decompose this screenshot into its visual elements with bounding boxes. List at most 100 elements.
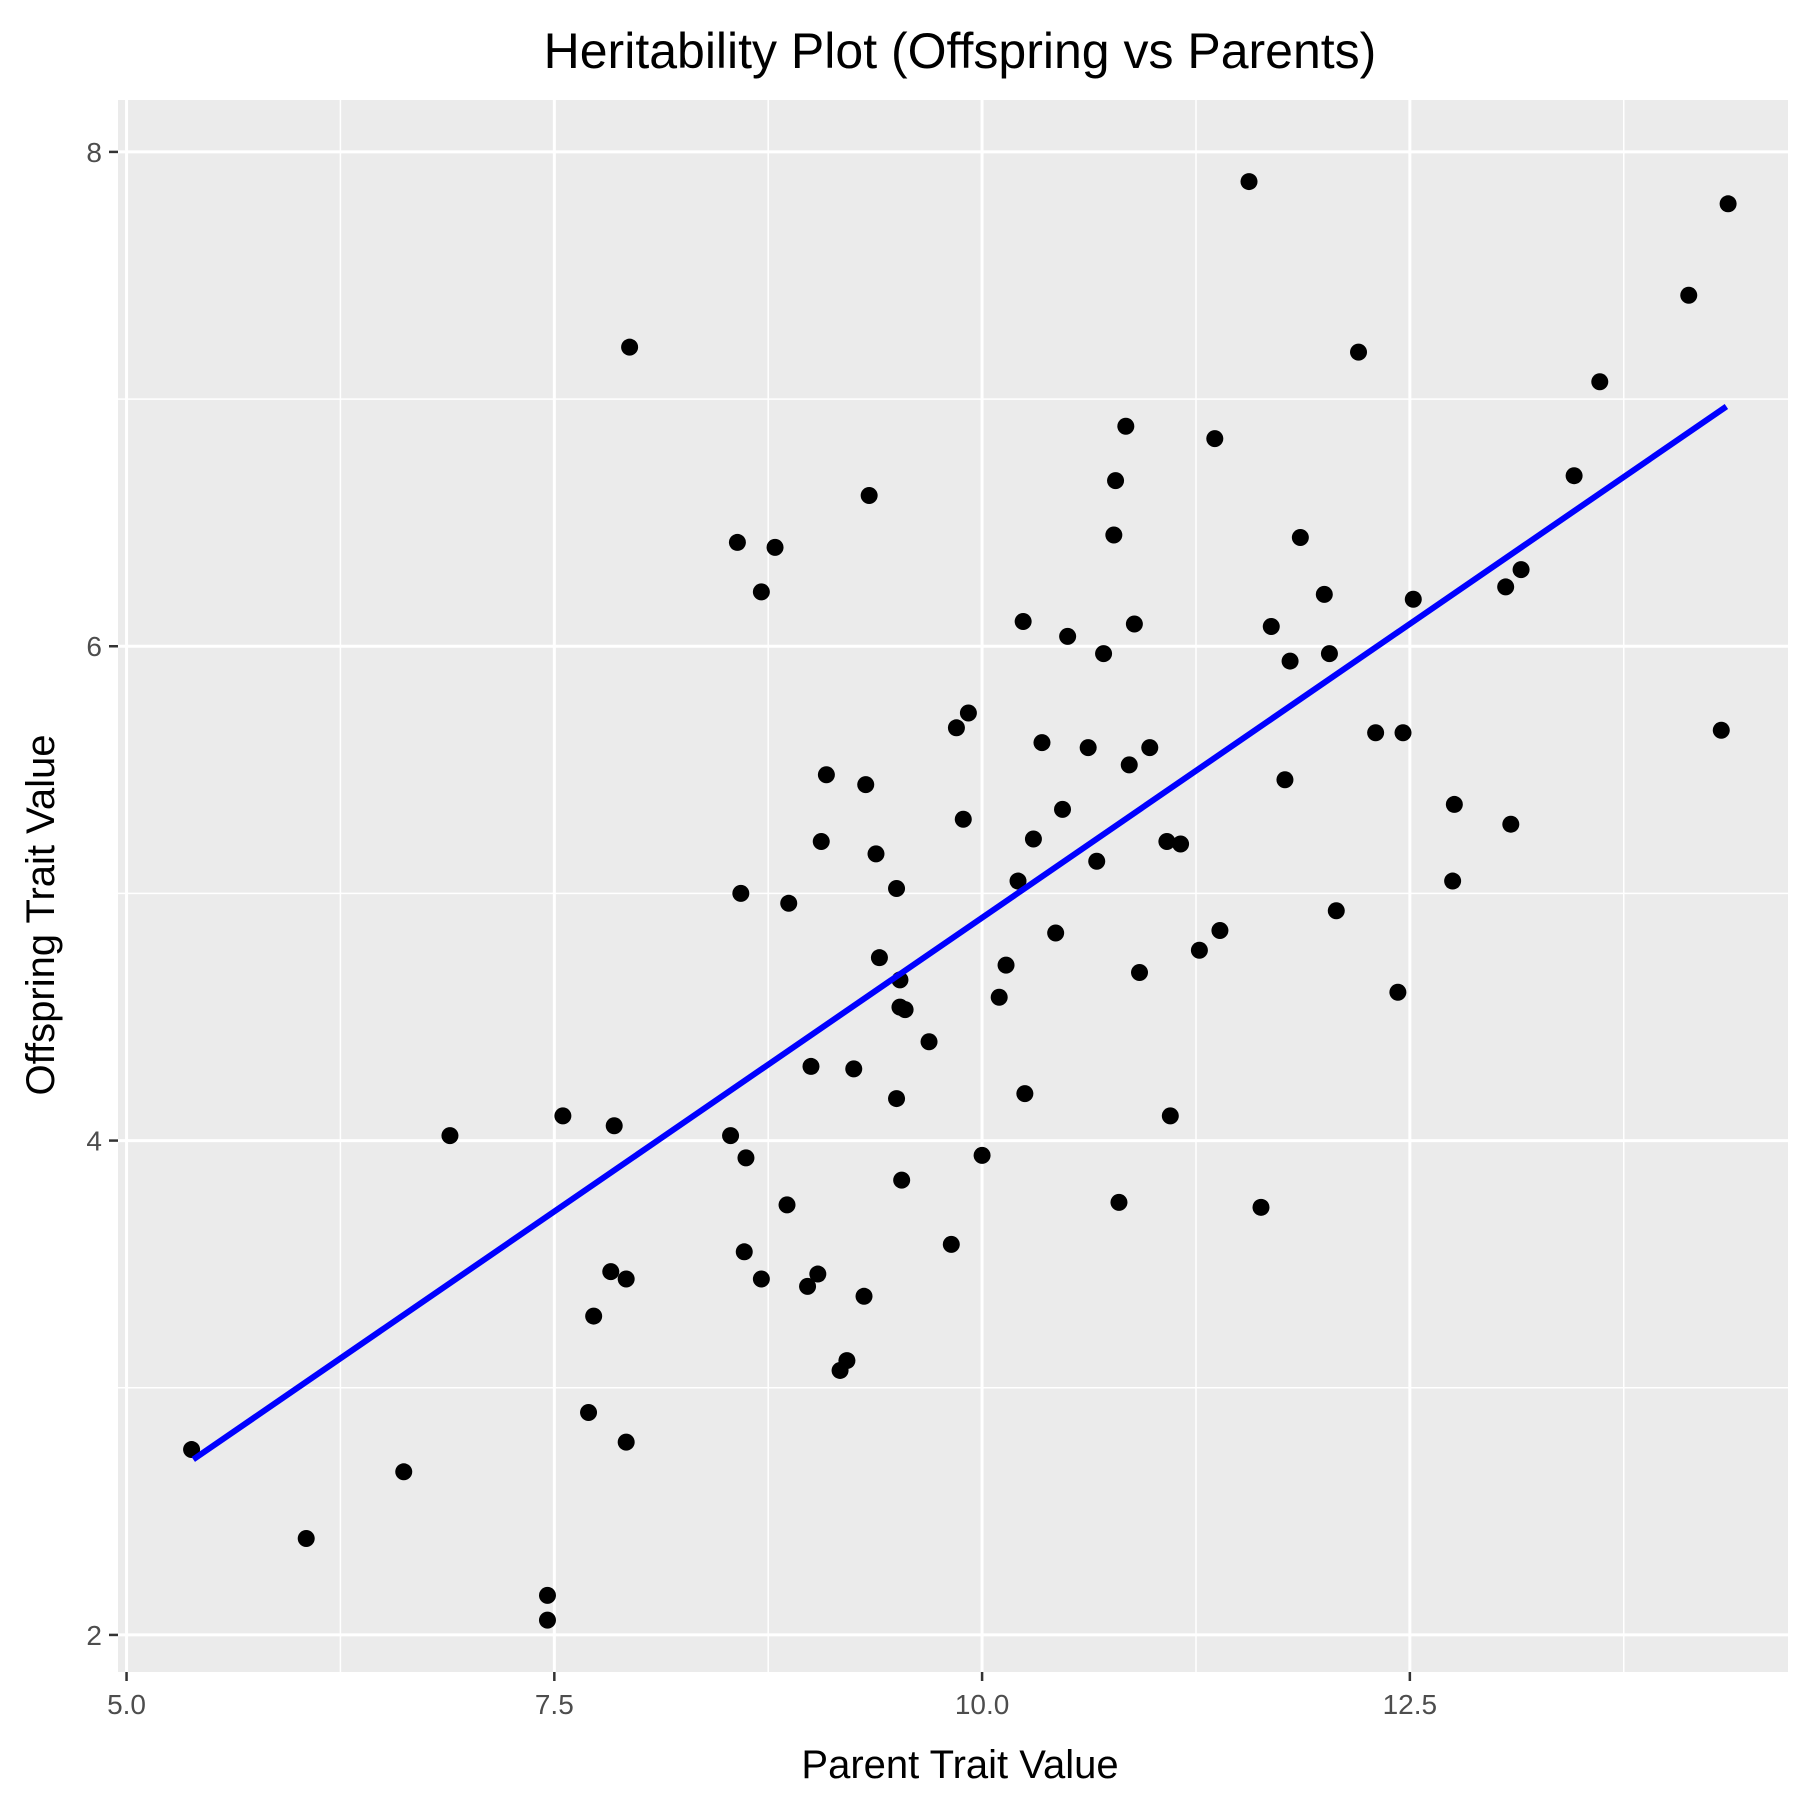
data-point <box>1262 617 1280 635</box>
data-point <box>1327 902 1345 920</box>
data-point <box>778 1196 796 1214</box>
data-point <box>1252 1198 1270 1216</box>
data-point <box>857 776 875 794</box>
data-point <box>1033 734 1051 752</box>
data-point <box>1350 343 1368 361</box>
data-point <box>845 1060 863 1078</box>
data-point <box>1054 800 1072 818</box>
data-point <box>959 704 977 722</box>
data-point <box>617 1270 635 1288</box>
data-point <box>799 1277 817 1295</box>
data-point <box>1719 195 1737 213</box>
x-tick-label: 10.0 <box>955 1689 1010 1720</box>
data-point <box>1291 528 1309 546</box>
data-point <box>1680 286 1698 304</box>
data-point <box>580 1403 598 1421</box>
data-point <box>1367 724 1385 742</box>
data-point <box>554 1107 572 1125</box>
data-point <box>1120 756 1138 774</box>
x-axis: 5.0 7.5 10.0 12.5 <box>107 1672 1437 1720</box>
data-point <box>605 1117 623 1135</box>
data-point <box>802 1057 820 1075</box>
data-point <box>602 1263 620 1281</box>
x-tick-label: 5.0 <box>107 1689 146 1720</box>
data-point <box>1206 430 1224 448</box>
data-point <box>780 894 798 912</box>
data-point <box>1190 941 1208 959</box>
data-point <box>1315 585 1333 603</box>
grid-minor <box>118 100 1788 1672</box>
data-point <box>395 1463 413 1481</box>
data-point <box>893 1171 911 1189</box>
data-point <box>1047 924 1065 942</box>
data-point <box>867 845 885 863</box>
data-point <box>1591 373 1609 391</box>
y-axis-label: Offspring Trait Value <box>19 735 63 1096</box>
data-point <box>1110 1193 1128 1211</box>
data-point <box>896 1001 914 1019</box>
data-point <box>838 1352 856 1370</box>
data-point <box>538 1611 556 1629</box>
data-point <box>1117 417 1135 435</box>
data-point <box>1014 613 1032 631</box>
data-point <box>920 1033 938 1051</box>
data-point <box>1565 467 1583 485</box>
data-point <box>973 1146 991 1164</box>
data-point <box>752 583 770 601</box>
data-point <box>737 1149 755 1167</box>
grid-major <box>118 100 1788 1672</box>
fit-line-group <box>191 404 1729 1462</box>
data-point <box>1024 830 1042 848</box>
data-point <box>538 1586 556 1604</box>
data-point <box>183 1441 201 1459</box>
data-point <box>855 1287 873 1305</box>
data-points <box>183 173 1737 1629</box>
data-point <box>1095 645 1113 663</box>
data-point <box>1088 852 1106 870</box>
y-tick-label: 4 <box>86 1126 102 1157</box>
chart-title: Heritability Plot (Offspring vs Parents) <box>544 23 1377 79</box>
data-point <box>1141 739 1159 757</box>
data-point <box>1389 983 1407 1001</box>
data-point <box>870 949 888 967</box>
data-point <box>732 884 750 902</box>
data-point <box>735 1243 753 1261</box>
data-point <box>997 956 1015 974</box>
data-point <box>812 833 830 851</box>
data-point <box>888 1090 906 1108</box>
data-point <box>617 1433 635 1451</box>
data-point <box>942 1235 960 1253</box>
y-tick-label: 8 <box>86 137 102 168</box>
data-point <box>809 1265 827 1283</box>
data-point <box>1502 815 1520 833</box>
data-point <box>1131 964 1149 982</box>
data-point <box>1240 173 1258 191</box>
plot-panel <box>118 100 1788 1672</box>
data-point <box>1276 771 1294 789</box>
data-point <box>1281 652 1299 670</box>
data-point <box>1009 872 1027 890</box>
data-point <box>1059 627 1077 645</box>
data-point <box>1444 872 1462 890</box>
y-tick-label: 6 <box>86 631 102 662</box>
data-point <box>441 1127 459 1145</box>
data-point <box>766 538 784 556</box>
data-point <box>585 1307 603 1325</box>
data-point <box>888 879 906 897</box>
data-point <box>1394 724 1412 742</box>
data-point <box>621 338 639 356</box>
data-point <box>297 1530 315 1548</box>
y-axis: 2 4 6 8 <box>86 137 118 1651</box>
data-point <box>728 533 746 551</box>
data-point <box>1079 739 1097 757</box>
x-tick-label: 7.5 <box>535 1689 574 1720</box>
data-point <box>1107 472 1125 490</box>
data-point <box>1320 645 1338 663</box>
y-tick-label: 2 <box>86 1620 102 1651</box>
fit-line <box>191 404 1729 1462</box>
data-point <box>1445 795 1463 813</box>
data-point <box>860 486 878 504</box>
data-point <box>1512 561 1530 579</box>
data-point <box>1404 590 1422 608</box>
